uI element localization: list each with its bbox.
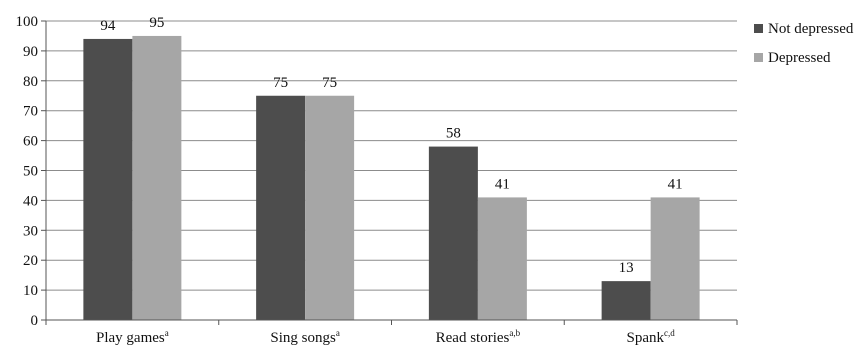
category-name: Sing songs (270, 330, 336, 346)
data-label: 94 (100, 18, 116, 34)
legend-swatch (754, 53, 763, 62)
bars (83, 35, 700, 320)
category-superscript: a (165, 328, 169, 338)
x-category-label: Read storiesa,b (436, 328, 521, 346)
category-superscript: a (336, 328, 340, 338)
legend-label: Depressed (768, 50, 831, 66)
bar-depressed (132, 35, 182, 320)
y-tick-label: 100 (16, 14, 39, 30)
bar-depressed (305, 95, 355, 320)
legend-label: Not depressed (768, 21, 854, 37)
axes (45, 21, 738, 325)
bar-depressed (477, 197, 527, 320)
y-tick-label: 60 (23, 134, 38, 150)
bar-not-depressed (256, 95, 306, 320)
data-label: 13 (619, 260, 634, 276)
y-tick-label: 70 (23, 104, 38, 120)
data-label: 41 (668, 176, 683, 192)
data-label: 75 (273, 75, 288, 91)
bar-not-depressed (428, 146, 478, 320)
bar-depressed (650, 197, 700, 320)
y-tick-label: 0 (31, 313, 39, 329)
y-tick-label: 80 (23, 74, 38, 90)
y-tick-label: 90 (23, 44, 38, 60)
category-name: Play games (96, 330, 165, 346)
y-axis-ticks: 0 10 20 30 40 50 60 70 80 90 100 (16, 14, 46, 329)
data-label: 58 (446, 126, 461, 142)
category-name: Read stories (436, 330, 510, 346)
data-label: 41 (495, 176, 510, 192)
category-name: Spank (627, 330, 665, 346)
y-tick-label: 30 (23, 223, 38, 239)
data-label: 95 (149, 15, 164, 31)
x-category-label: Play gamesa (96, 328, 169, 346)
bar-not-depressed (83, 38, 133, 320)
bar-not-depressed (601, 281, 651, 320)
data-label: 75 (322, 75, 337, 91)
legend-swatch (754, 24, 763, 33)
y-tick-label: 40 (23, 193, 38, 209)
y-tick-label: 50 (23, 164, 38, 180)
legend: Not depressed Depressed (754, 21, 854, 66)
x-category-label: Spankc,d (627, 328, 676, 346)
category-superscript: c,d (664, 328, 675, 338)
y-tick-label: 20 (23, 253, 38, 269)
x-category-label: Sing songsa (270, 328, 339, 346)
x-axis-categories: Play gamesa Sing songsa Read storiesa,b Spa… (96, 328, 675, 346)
y-tick-label: 10 (23, 283, 38, 299)
data-labels: 94 95 75 75 58 41 13 41 (100, 15, 682, 276)
category-superscript: a,b (509, 328, 520, 338)
